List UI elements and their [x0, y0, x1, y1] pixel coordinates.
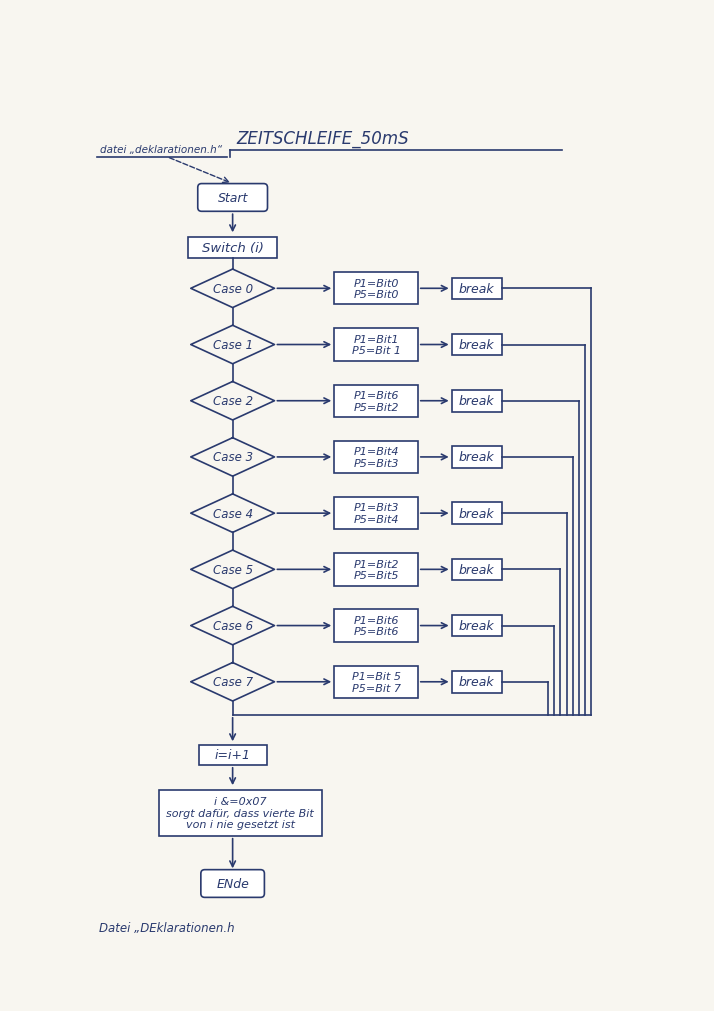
Text: break: break: [459, 620, 495, 633]
Text: P1=Bit1
P5=Bit 1: P1=Bit1 P5=Bit 1: [351, 335, 401, 356]
Text: Case 0: Case 0: [213, 282, 253, 295]
Text: P1=Bit6
P5=Bit6: P1=Bit6 P5=Bit6: [353, 615, 398, 637]
FancyBboxPatch shape: [451, 278, 502, 300]
Text: break: break: [459, 339, 495, 352]
Text: i=i+1: i=i+1: [215, 749, 251, 761]
Text: Case 4: Case 4: [213, 508, 253, 520]
FancyBboxPatch shape: [451, 390, 502, 412]
FancyBboxPatch shape: [451, 502, 502, 525]
Text: Case 3: Case 3: [213, 451, 253, 464]
FancyBboxPatch shape: [451, 447, 502, 468]
Text: break: break: [459, 395, 495, 407]
Text: P1=Bit2
P5=Bit5: P1=Bit2 P5=Bit5: [353, 559, 398, 580]
FancyBboxPatch shape: [334, 329, 418, 361]
FancyBboxPatch shape: [201, 869, 264, 898]
FancyBboxPatch shape: [198, 184, 268, 212]
Text: P1=Bit4
P5=Bit3: P1=Bit4 P5=Bit3: [353, 447, 398, 468]
Text: break: break: [459, 282, 495, 295]
FancyBboxPatch shape: [451, 671, 502, 693]
FancyBboxPatch shape: [334, 497, 418, 530]
FancyBboxPatch shape: [159, 790, 322, 836]
Text: break: break: [459, 675, 495, 688]
Text: i &=0x07
sorgt dafür, dass vierte Bit
von i nie gesetzt ist: i &=0x07 sorgt dafür, dass vierte Bit vo…: [166, 797, 314, 829]
Text: P1=Bit0
P5=Bit0: P1=Bit0 P5=Bit0: [353, 278, 398, 300]
FancyBboxPatch shape: [334, 442, 418, 473]
Text: P1=Bit3
P5=Bit4: P1=Bit3 P5=Bit4: [353, 502, 398, 525]
Text: P1=Bit 5
P5=Bit 7: P1=Bit 5 P5=Bit 7: [351, 671, 401, 693]
FancyBboxPatch shape: [334, 273, 418, 305]
FancyBboxPatch shape: [334, 554, 418, 586]
FancyBboxPatch shape: [198, 745, 267, 765]
Text: Case 6: Case 6: [213, 620, 253, 633]
FancyBboxPatch shape: [451, 335, 502, 356]
FancyBboxPatch shape: [334, 610, 418, 642]
Text: Case 7: Case 7: [213, 675, 253, 688]
FancyBboxPatch shape: [451, 559, 502, 580]
FancyBboxPatch shape: [334, 385, 418, 418]
FancyBboxPatch shape: [451, 615, 502, 637]
Text: Switch (i): Switch (i): [201, 242, 263, 255]
Text: datei „deklarationen.h“: datei „deklarationen.h“: [100, 146, 222, 155]
Text: Start: Start: [218, 192, 248, 205]
Text: Datei „DEklarationen.h: Datei „DEklarationen.h: [99, 921, 234, 933]
Text: break: break: [459, 563, 495, 576]
Text: ZEITSCHLEIFE_50mS: ZEITSCHLEIFE_50mS: [236, 130, 409, 149]
FancyBboxPatch shape: [188, 238, 277, 259]
FancyBboxPatch shape: [334, 666, 418, 699]
Text: P1=Bit6
P5=Bit2: P1=Bit6 P5=Bit2: [353, 390, 398, 412]
Text: Case 1: Case 1: [213, 339, 253, 352]
Text: Case 2: Case 2: [213, 395, 253, 407]
Text: Case 5: Case 5: [213, 563, 253, 576]
Text: break: break: [459, 508, 495, 520]
Text: break: break: [459, 451, 495, 464]
Text: ENde: ENde: [216, 878, 249, 890]
